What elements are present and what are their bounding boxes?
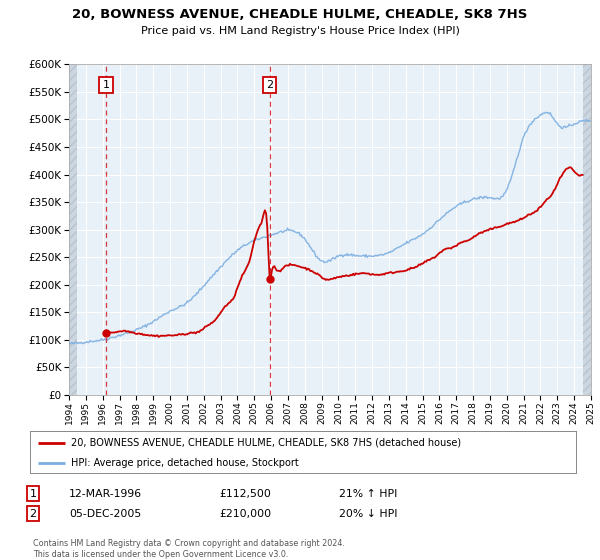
Text: 12-MAR-1996: 12-MAR-1996 — [69, 489, 142, 499]
Text: 20% ↓ HPI: 20% ↓ HPI — [339, 508, 397, 519]
Text: 20, BOWNESS AVENUE, CHEADLE HULME, CHEADLE, SK8 7HS (detached house): 20, BOWNESS AVENUE, CHEADLE HULME, CHEAD… — [71, 438, 461, 448]
Text: £112,500: £112,500 — [219, 489, 271, 499]
Text: Contains HM Land Registry data © Crown copyright and database right 2024.
This d: Contains HM Land Registry data © Crown c… — [33, 539, 345, 559]
Text: 2: 2 — [29, 508, 37, 519]
Text: 2: 2 — [266, 80, 273, 90]
Bar — [583, 64, 591, 395]
Text: 21% ↑ HPI: 21% ↑ HPI — [339, 489, 397, 499]
Text: £210,000: £210,000 — [219, 508, 271, 519]
Text: 20, BOWNESS AVENUE, CHEADLE HULME, CHEADLE, SK8 7HS: 20, BOWNESS AVENUE, CHEADLE HULME, CHEAD… — [73, 8, 527, 21]
Bar — [69, 64, 77, 395]
Text: 1: 1 — [103, 80, 110, 90]
Text: Price paid vs. HM Land Registry's House Price Index (HPI): Price paid vs. HM Land Registry's House … — [140, 26, 460, 36]
Text: HPI: Average price, detached house, Stockport: HPI: Average price, detached house, Stoc… — [71, 458, 299, 468]
Text: 1: 1 — [29, 489, 37, 499]
Text: 05-DEC-2005: 05-DEC-2005 — [69, 508, 141, 519]
